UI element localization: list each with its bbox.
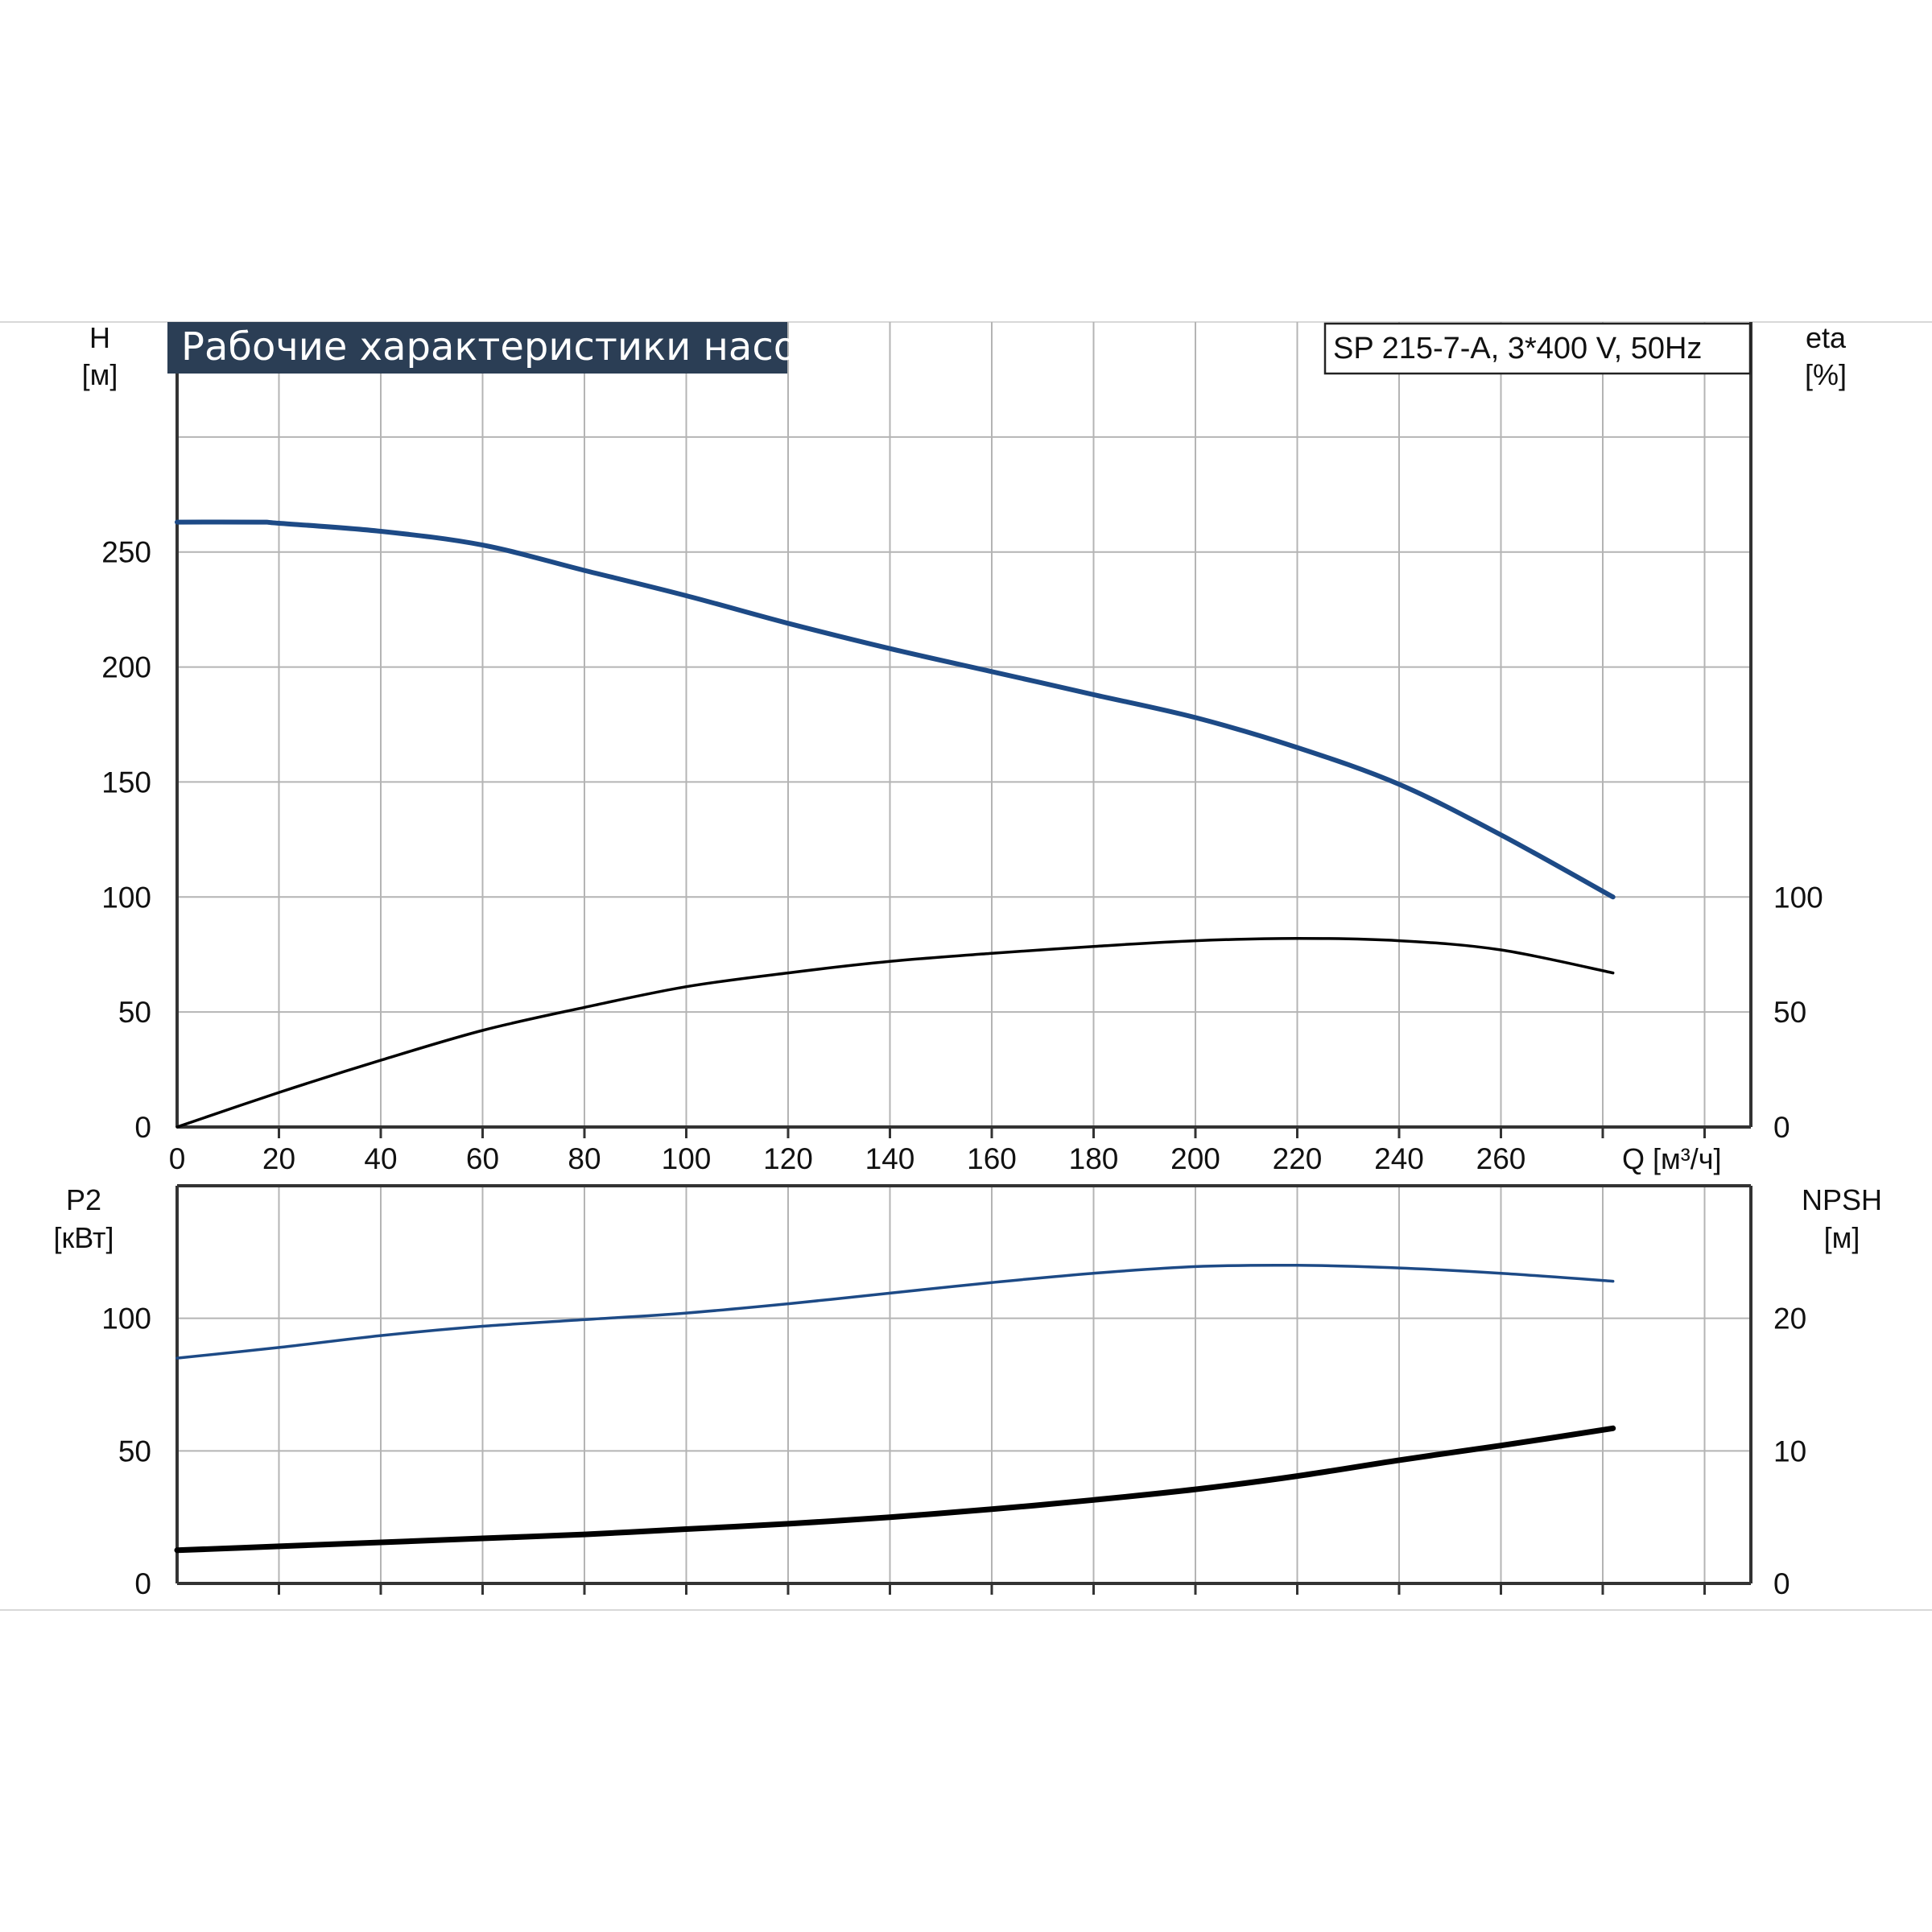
model-label-box: [1323, 322, 1752, 375]
npsh-tick-label: 0: [1773, 1567, 1790, 1600]
tick-marks: [278, 1127, 1706, 1595]
chart-title: Рабочие характеристики насоса: [181, 324, 842, 369]
q-tick-label: 80: [568, 1142, 601, 1175]
p2-tick-label: 0: [134, 1567, 151, 1600]
npsh-curve: [174, 1425, 1616, 1554]
model-label: SP 215-7-A, 3*400 V, 50Hz: [1333, 332, 1702, 365]
h-tick-label: 100: [101, 881, 151, 914]
q-tick-label: 60: [466, 1142, 499, 1175]
p2-axis-unit: [кВт]: [53, 1221, 114, 1254]
q-tick-label: 180: [1069, 1142, 1119, 1175]
title-banner: [167, 322, 787, 374]
curves: [174, 519, 1616, 1554]
h-tick-label: 0: [134, 1111, 151, 1144]
npsh-tick-label: 10: [1773, 1435, 1806, 1468]
h-axis-unit: [м]: [82, 358, 118, 391]
eta-tick-label: 50: [1773, 996, 1806, 1029]
eta-tick-label: 0: [1773, 1111, 1790, 1144]
q-tick-label: 200: [1170, 1142, 1220, 1175]
eta-axis-label: eta: [1806, 321, 1847, 354]
top-plot-grid: [177, 322, 1751, 1127]
eta-axis-unit: [%]: [1805, 358, 1847, 391]
q-tick-label: 100: [662, 1142, 712, 1175]
q-tick-label: 240: [1374, 1142, 1424, 1175]
bottom-plot-grid: [177, 1186, 1751, 1583]
q-tick-label: 140: [865, 1142, 915, 1175]
p2-axis-label: P2: [66, 1183, 101, 1216]
q-tick-label: 220: [1273, 1142, 1323, 1175]
q-tick-label: 120: [763, 1142, 813, 1175]
power-p2-curve: [175, 1263, 1615, 1360]
head-curve: [175, 519, 1616, 900]
p2-tick-label: 100: [101, 1302, 151, 1335]
h-axis-label: H: [89, 321, 110, 354]
q-tick-label: 260: [1476, 1142, 1526, 1175]
q-tick-label: 160: [967, 1142, 1017, 1175]
q-axis-label: Q [м³/ч]: [1622, 1142, 1722, 1175]
q-tick-label: 20: [262, 1142, 295, 1175]
npsh-tick-label: 20: [1773, 1302, 1806, 1335]
npsh-axis-label: NPSH: [1802, 1183, 1882, 1216]
npsh-axis-unit: [м]: [1824, 1221, 1860, 1254]
q-tick-label: 0: [169, 1142, 186, 1175]
eta-tick-label: 100: [1773, 881, 1823, 914]
h-tick-label: 150: [101, 766, 151, 799]
q-tick-label: 40: [364, 1142, 397, 1175]
h-tick-label: 200: [101, 651, 151, 684]
p2-tick-label: 50: [118, 1435, 151, 1468]
h-tick-label: 250: [101, 536, 151, 569]
efficiency-curve: [175, 936, 1615, 1129]
h-tick-label: 50: [118, 996, 151, 1029]
